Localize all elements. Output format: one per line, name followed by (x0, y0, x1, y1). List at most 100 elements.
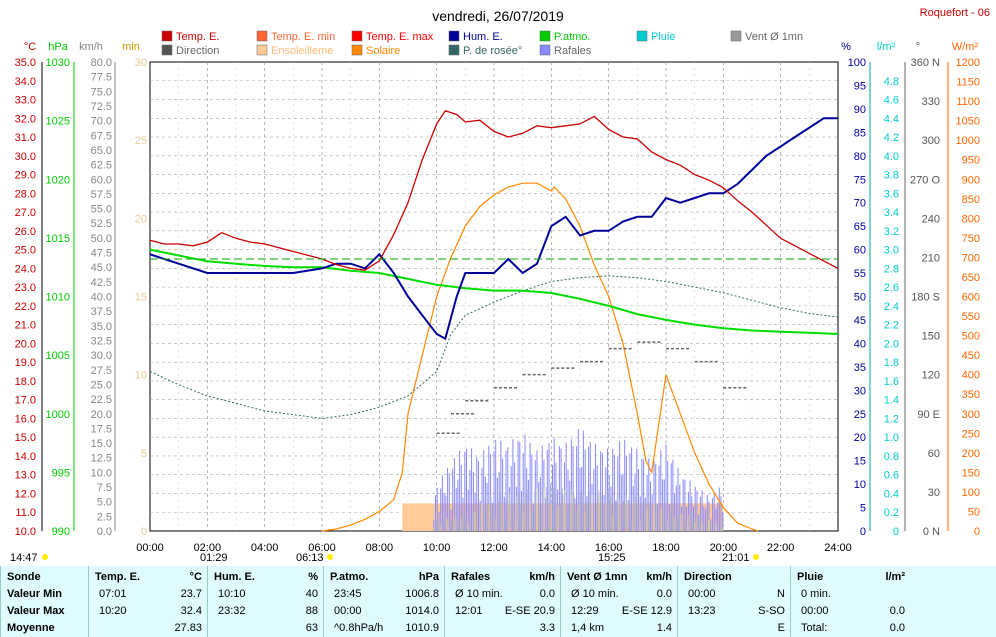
tick-temp: 20.0 (15, 338, 36, 350)
table-cell: 0.0 (656, 588, 672, 600)
tick-sun_minutes: 30 (135, 57, 147, 69)
tick-temp: 25.0 (15, 245, 36, 257)
tick-humidity: 10 (854, 479, 866, 491)
tick-humidity: 90 (854, 104, 866, 116)
table-cell: °C (189, 571, 202, 583)
table-cell: 0.0 (539, 588, 555, 600)
legend-label: P. de rosée° (463, 45, 522, 57)
legend-label: Temp. E. (176, 31, 219, 43)
tick-solar: 1200 (956, 57, 980, 69)
tick-humidity: 55 (854, 268, 866, 280)
table-cell: Valeur Min (7, 588, 63, 600)
tick-wind: 5.0 (97, 497, 112, 509)
tick-temp: 19.0 (15, 357, 36, 369)
summary-table: Sonde Valeur Min Valeur Max Moyenne Temp. E.… (0, 566, 996, 637)
table-cell: Valeur Max (7, 605, 65, 617)
tick-direction: 270 O (910, 174, 940, 186)
tick-humidity: 30 (854, 385, 866, 397)
tick-wind: 30.0 (91, 350, 112, 362)
x-tick-label: 24:00 (824, 542, 852, 554)
x-tick-label: 00:00 (136, 542, 164, 554)
table-cell: 0.0 (889, 622, 905, 634)
axis-unit-humidity: % (841, 41, 851, 53)
table-cell: 40 (305, 588, 318, 600)
tick-rain: 0.6 (884, 470, 899, 482)
tick-pressure: 1020 (46, 174, 70, 186)
x-tick-label: 10:00 (423, 542, 451, 554)
table-cell: ^0.8hPa/h (334, 622, 384, 634)
tick-rain: 3.2 (884, 226, 899, 238)
table-cell: Ø 10 min. (571, 588, 619, 600)
tick-wind: 22.5 (91, 394, 112, 406)
tick-direction: 90 E (917, 409, 940, 421)
legend-swatch (256, 30, 268, 42)
tick-rain: 1.0 (884, 432, 899, 444)
tick-sun_minutes: 20 (135, 213, 147, 225)
tick-wind: 65.0 (91, 145, 112, 157)
tick-humidity: 80 (854, 151, 866, 163)
table-cell: l/m² (885, 571, 905, 583)
tick-sun_minutes: 5 (141, 448, 147, 460)
tick-sun_minutes: 25 (135, 135, 147, 147)
series-hum-e- (149, 117, 838, 341)
table-cell: Vent Ø 1mn (567, 571, 628, 583)
x-tick-label: 12:00 (480, 542, 508, 554)
tick-rain: 3.0 (884, 245, 899, 257)
tick-temp: 22.0 (15, 301, 36, 313)
series-p-de-ros-e- (149, 275, 839, 419)
tick-wind: 80.0 (91, 57, 112, 69)
tick-solar: 550 (962, 311, 980, 323)
tick-wind: 72.5 (91, 101, 112, 113)
tick-temp: 10.0 (15, 526, 36, 538)
tick-rain: 4.2 (884, 132, 899, 144)
table-col-3: P.atmo. hPa 23:45 1006.8 00:00 1014.0 ^0.8hPa/… (323, 566, 445, 637)
table-cell: E (777, 622, 785, 634)
legend-label: Vent Ø 1mn (745, 31, 803, 43)
table-cell: 88 (305, 605, 318, 617)
tick-wind: 0.0 (97, 526, 112, 538)
tick-pressure: 1025 (46, 116, 70, 128)
tick-rain: 3.6 (884, 188, 899, 200)
tick-solar: 750 (962, 233, 980, 245)
table-col-4: Rafales km/h Ø 10 min. 0.0 12:01 E-SE 20.9 3.3 (444, 566, 561, 637)
table-cell: 13:23 (688, 605, 716, 617)
tick-solar: 800 (962, 213, 980, 225)
annotation-temp-min: 01:29 (200, 552, 228, 564)
tick-direction: 0 N (923, 526, 940, 538)
tick-rain: 1.2 (884, 413, 899, 425)
tick-solar: 50 (968, 506, 980, 518)
tick-solar: 650 (962, 272, 980, 284)
legend-swatch (539, 44, 551, 56)
tick-rain: 0 (893, 526, 899, 538)
tick-wind: 7.5 (97, 482, 112, 494)
tick-wind: 37.5 (91, 306, 112, 318)
tick-humidity: 40 (854, 338, 866, 350)
x-tick-label: 16:00 (595, 542, 623, 554)
tick-humidity: 70 (854, 198, 866, 210)
tick-direction: 210 (922, 252, 940, 264)
legend-swatch (161, 44, 173, 56)
tick-wind: 32.5 (91, 335, 112, 347)
tick-wind: 75.0 (91, 86, 112, 98)
x-tick-label: 06:00 (308, 542, 336, 554)
legend-label: Temp. E. max (366, 31, 434, 43)
tick-solar: 1150 (956, 77, 980, 89)
legend-label: Direction (176, 45, 219, 57)
table-cell: 00:00 (801, 605, 829, 617)
tick-rain: 0.8 (884, 451, 899, 463)
tick-solar: 450 (962, 350, 980, 362)
tick-sun_minutes: 10 (135, 370, 147, 382)
table-cell: 27.83 (174, 622, 202, 634)
x-tick-label: 08:00 (366, 542, 394, 554)
tick-pressure: 995 (52, 467, 70, 479)
sunrise-marker (327, 554, 333, 560)
table-cell: Ø 10 min. (455, 588, 503, 600)
x-tick-label: 18:00 (652, 542, 680, 554)
x-tick-label: 20:00 (710, 542, 738, 554)
tick-direction: 30 (928, 487, 940, 499)
legend-label: Temp. E. min (271, 31, 335, 43)
x-tick-label: 02:00 (194, 542, 222, 554)
tick-rain: 2.4 (884, 301, 899, 313)
tick-wind: 12.5 (91, 453, 112, 465)
table-cell: 23.7 (180, 588, 202, 600)
